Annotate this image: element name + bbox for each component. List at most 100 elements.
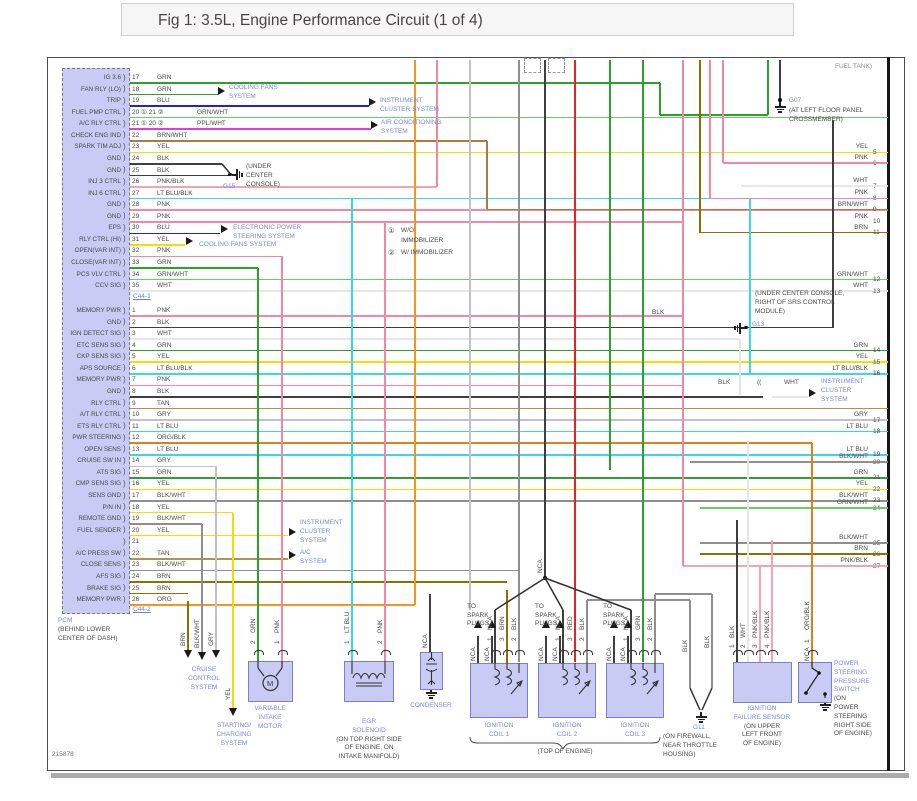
pin-connector-mark: ) xyxy=(123,95,126,105)
wire-color-label: LT BLU/BLK xyxy=(157,364,193,372)
cut-note-fuel-tank: FUEL TANK) xyxy=(835,63,873,70)
wire-h xyxy=(660,114,768,116)
rotated-wire-label: RED xyxy=(566,616,574,630)
connector-arc-icon xyxy=(651,650,661,655)
pin-number: 23 xyxy=(132,561,140,569)
rotated-wire-label: PNK xyxy=(273,619,281,633)
connector-arc-icon xyxy=(808,650,818,655)
system-ref-label: COOLING FANS xyxy=(229,84,278,91)
pin-number: 11 xyxy=(132,422,139,430)
wire-v xyxy=(586,600,588,663)
ground-location-note: MODULE) xyxy=(755,307,785,315)
wire-color-label: LT BLU xyxy=(157,422,179,430)
wire-v xyxy=(469,60,471,610)
pin-number: 26 xyxy=(132,178,140,186)
power-steering-pressure-switch-label: (ON xyxy=(834,695,846,703)
ignition-coil-box xyxy=(606,663,664,718)
rotated-wire-label: YEL xyxy=(224,687,232,700)
junction-dot xyxy=(778,98,782,102)
right-arrow-icon xyxy=(289,527,296,536)
rotated-wire-label: PNK/BLK xyxy=(763,610,771,638)
system-ref-label: SYSTEM xyxy=(300,557,327,565)
doc-number: 215878 xyxy=(52,751,74,758)
pin-connector-mark: ) xyxy=(123,583,126,592)
pcm-wire xyxy=(130,604,415,606)
rotated-wire-label: WHT xyxy=(739,623,747,638)
right-pin-number: 19 xyxy=(873,451,881,459)
wire-v xyxy=(759,566,761,662)
connector-link-c44-2[interactable]: C44-2 xyxy=(133,606,151,613)
wire-v xyxy=(709,60,711,199)
condenser-label: CONDENSER xyxy=(410,702,452,709)
right-pin-number: 15 xyxy=(873,358,881,366)
immobilizer-note: W/ IMMOBILIZER xyxy=(401,248,453,256)
ground-location-note: CONSOLE) xyxy=(246,180,280,188)
wire-color-label: YEL xyxy=(157,235,170,243)
ground-bar xyxy=(241,173,243,177)
pin-connector-mark: ) xyxy=(123,455,126,465)
right-pin-number: 12 xyxy=(873,276,881,283)
pin-number: 25 xyxy=(132,166,140,174)
system-ref-label: SYSTEM xyxy=(300,536,327,544)
connector-arc-icon xyxy=(503,650,513,655)
ground-label: G15 xyxy=(223,183,236,190)
right-wire-label: BRN/WHT xyxy=(837,200,868,208)
right-wire xyxy=(723,162,888,164)
pin-number: 33 xyxy=(132,259,140,266)
rotated-wire-label: BLK xyxy=(510,617,518,630)
wire-h xyxy=(655,593,712,595)
pin-connector-mark: ) xyxy=(123,176,126,186)
connector-link-c44-1[interactable]: C44-1 xyxy=(133,293,151,300)
immobilizer-symbol: ① xyxy=(388,226,395,235)
pin-connector-mark: ) xyxy=(123,245,126,255)
rotated-wire-label: GRY xyxy=(207,632,215,646)
pin-number: 25 xyxy=(132,584,140,592)
right-wire-label: BLK/WHT xyxy=(839,491,868,499)
pcm-wire xyxy=(130,396,763,398)
right-wire-label: GRN/WHT xyxy=(836,270,868,278)
pcm-pin-label: REMOTE GND xyxy=(78,515,121,523)
pin-number: 2 xyxy=(132,318,136,326)
system-ref-label: SYSTEM xyxy=(381,127,408,135)
wire-v xyxy=(771,540,773,662)
wire-v xyxy=(642,60,644,662)
rotated-wire-label: 2 xyxy=(646,637,654,641)
ignition-coil-box xyxy=(538,663,596,718)
ground-location-note: CROSSMEMBER) xyxy=(789,115,843,123)
pcm-wire xyxy=(130,419,888,421)
pcm-pin-label: GND xyxy=(107,318,121,326)
ground-label: G07 xyxy=(789,97,802,104)
ground-bar xyxy=(700,712,702,716)
power-steering-pressure-switch-label: SWITCH xyxy=(834,686,860,694)
system-ref-label: A/C xyxy=(300,549,311,556)
pin-number: 27 xyxy=(132,189,140,197)
wire-v xyxy=(506,589,508,663)
pin-connector-mark: ) xyxy=(123,351,126,361)
ground-bar xyxy=(429,697,433,699)
wire-v xyxy=(232,512,234,708)
pin-number: 7 xyxy=(132,376,136,384)
right-wire xyxy=(741,185,888,187)
pcm-wire xyxy=(130,430,888,433)
pin-number: 8 xyxy=(132,387,136,395)
rotated-wire-label: NCA xyxy=(605,647,613,661)
pin-number: 20 xyxy=(132,526,140,534)
wire-v xyxy=(257,267,259,661)
pin-connector-mark: ) xyxy=(123,513,126,523)
pcm-pin-label: GND xyxy=(107,387,121,395)
up-arrow-icon xyxy=(542,620,550,628)
down-arrow-icon xyxy=(198,652,206,660)
pcm-wire xyxy=(130,488,888,491)
egr-solenoid-box xyxy=(344,661,394,702)
wire-v xyxy=(574,60,576,662)
starting-system-label: CHARGING xyxy=(216,730,252,738)
ground-bar xyxy=(697,718,705,720)
junction-dot xyxy=(228,172,232,177)
pin-connector-mark: ) xyxy=(123,72,126,82)
pcm-wire xyxy=(130,407,888,410)
power-steering-pressure-switch-label: OF ENGINE) xyxy=(834,730,872,738)
wire-color-label: GRN xyxy=(157,341,172,349)
pcm-wire xyxy=(130,581,507,583)
rotated-wire-label: 2 xyxy=(376,640,384,644)
ignition-failure-sensor-label: IGNITION xyxy=(747,705,777,712)
